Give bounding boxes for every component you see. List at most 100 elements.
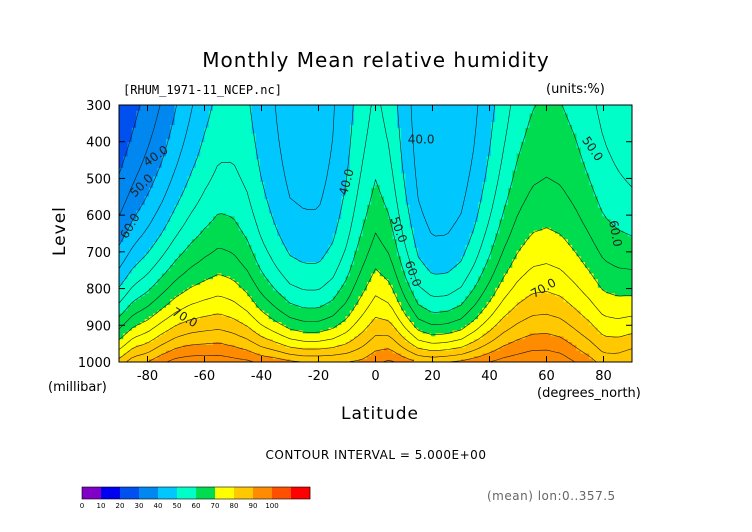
- contour-cell: [435, 156, 441, 160]
- contour-cell: [593, 216, 599, 220]
- contour-cell: [486, 139, 492, 143]
- contour-cell: [268, 127, 274, 132]
- contour-cell: [294, 105, 300, 109]
- contour-cell: [260, 147, 265, 152]
- contour-cell: [396, 162, 402, 166]
- contour-cell: [559, 164, 565, 169]
- contour-cell: [315, 202, 321, 206]
- contour-cell: [260, 130, 265, 135]
- contour-cell: [157, 110, 163, 115]
- contour-cell: [409, 204, 415, 209]
- contour-cell: [418, 150, 424, 155]
- contour-cell: [478, 184, 483, 189]
- contour-cell: [272, 184, 278, 189]
- contour-cell: [396, 210, 402, 215]
- contour-cell: [337, 190, 342, 195]
- contour-cell: [456, 144, 462, 149]
- contour-cell: [529, 144, 535, 149]
- contour-cell: [396, 187, 402, 192]
- contour-cell: [396, 202, 402, 206]
- contour-cell: [213, 210, 218, 215]
- contour-cell: [337, 153, 342, 157]
- contour-cell: [559, 190, 565, 195]
- contour-cell: [486, 162, 492, 166]
- contour-cell: [281, 173, 287, 177]
- contour-cell: [533, 196, 539, 200]
- contour-cell: [242, 142, 248, 146]
- contour-cell: [508, 190, 513, 195]
- contour-cell: [533, 164, 539, 169]
- contour-cell: [606, 204, 612, 209]
- contour-cell: [418, 113, 424, 118]
- contour-cell: [272, 156, 278, 160]
- contour-cell: [589, 179, 595, 183]
- contour-cell: [247, 202, 253, 206]
- contour-cell: [238, 216, 244, 220]
- contour-cell: [482, 162, 488, 166]
- contour-cell: [178, 116, 184, 120]
- contour-cell: [221, 182, 227, 186]
- contour-cell: [482, 105, 488, 109]
- contour-cell: [461, 133, 466, 138]
- contour-cell: [405, 139, 411, 143]
- contour-cell: [230, 167, 236, 172]
- contour-cell: [533, 179, 539, 183]
- contour-cell: [234, 147, 240, 152]
- contour-cell: [550, 202, 556, 206]
- contour-cell: [200, 196, 206, 200]
- contour-cell: [260, 116, 265, 120]
- contour-cell: [597, 110, 603, 115]
- contour-cell: [516, 110, 522, 115]
- contour-cell: [525, 142, 530, 146]
- contour-cell: [277, 216, 283, 220]
- contour-cell: [264, 184, 270, 189]
- contour-cell: [311, 156, 317, 160]
- contour-cell: [584, 170, 590, 175]
- contour-cell: [230, 202, 236, 206]
- contour-cell: [563, 176, 569, 180]
- contour-cell: [191, 219, 197, 223]
- contour-cell: [426, 173, 432, 177]
- contour-cell: [486, 164, 492, 169]
- contour-cell: [302, 113, 308, 118]
- contour-cell: [452, 142, 458, 146]
- contour-cell: [533, 170, 539, 175]
- contour-cell: [627, 119, 632, 123]
- contour-cell: [606, 216, 612, 220]
- contour-cell: [388, 216, 394, 220]
- contour-cell: [426, 162, 432, 166]
- contour-cell: [563, 116, 569, 120]
- contour-cell: [533, 136, 539, 140]
- contour-cell: [606, 127, 612, 132]
- contour-cell: [315, 113, 321, 118]
- contour-cell: [268, 196, 274, 200]
- contour-cell: [379, 133, 385, 138]
- contour-cell: [533, 153, 539, 157]
- contour-cell: [166, 202, 171, 206]
- contour-cell: [315, 187, 321, 192]
- contour-cell: [418, 202, 424, 206]
- contour-cell: [580, 164, 586, 169]
- contour-cell: [238, 127, 244, 132]
- contour-cell: [461, 204, 466, 209]
- contour-cell: [388, 105, 394, 109]
- contour-cell: [324, 179, 330, 183]
- contour-cell: [550, 147, 556, 152]
- contour-cell: [542, 122, 548, 126]
- contour-cell: [170, 182, 176, 186]
- contour-cell: [465, 210, 471, 215]
- contour-cell: [255, 196, 261, 200]
- contour-cell: [174, 190, 180, 195]
- contour-cell: [166, 190, 171, 195]
- contour-cell: [388, 150, 394, 155]
- contour-cell: [602, 162, 607, 166]
- contour-cell: [221, 122, 227, 126]
- contour-cell: [247, 124, 253, 129]
- contour-cell: [208, 156, 214, 160]
- contour-cell: [277, 199, 283, 203]
- contour-cell: [315, 190, 321, 195]
- contour-cell: [217, 176, 223, 180]
- contour-cell: [345, 107, 351, 112]
- contour-cell: [448, 190, 454, 195]
- contour-cell: [119, 116, 124, 120]
